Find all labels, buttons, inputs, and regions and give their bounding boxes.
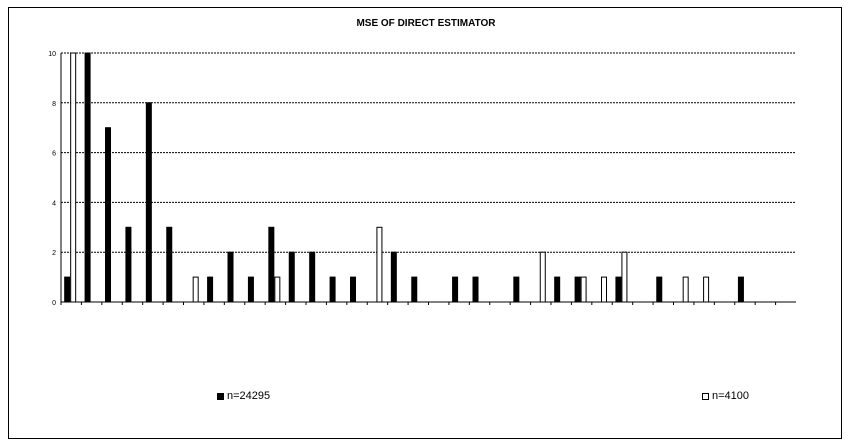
chart-plot: 0 2 4 6 8 10	[48, 51, 796, 307]
bar-series-1-28	[615, 276, 622, 303]
bar-series-1-8	[207, 276, 214, 303]
bar-series-1-20	[452, 276, 459, 303]
bar-series-1-13	[309, 251, 316, 303]
bar-series-1-15	[350, 276, 357, 303]
bar-series-2-28	[621, 251, 628, 303]
bar-series-1-12	[288, 251, 295, 303]
bar-series-2-7	[192, 276, 199, 303]
bar-series-1-9	[227, 251, 234, 303]
y-tick-label-0: 0	[52, 300, 56, 307]
bar-series-1-14	[329, 276, 336, 303]
bar-series-2-31	[682, 276, 689, 303]
y-tick-label-5: 10	[48, 51, 56, 58]
bar-series-1-30	[656, 276, 663, 303]
bar-series-1-3	[105, 127, 112, 303]
legend-entry-series-2: n=4100	[702, 390, 749, 402]
bar-series-2-16	[376, 226, 383, 303]
y-tick-label-3: 6	[52, 151, 56, 158]
legend-entry-series-1: n=24295	[217, 390, 270, 402]
chart-title: MSE OF DIRECT ESTIMATOR	[356, 18, 496, 29]
bar-series-1-21	[472, 276, 479, 303]
bar-series-2-32	[703, 276, 710, 303]
bar-series-1-34	[737, 276, 744, 303]
bar-series-1-2	[84, 52, 91, 303]
bar-series-1-26	[574, 276, 581, 303]
bar-series-1-25	[554, 276, 561, 303]
bar-series-1-5	[145, 102, 152, 303]
bar-series-2-26	[580, 276, 587, 303]
bar-series-1-11	[268, 226, 275, 303]
bar-series-1-18	[411, 276, 418, 303]
bar-series-1-23	[513, 276, 520, 303]
bar-series-1-4	[125, 226, 132, 303]
bar-series-2-27	[601, 276, 608, 303]
bar-series-1-17	[390, 251, 397, 303]
bar-series-2-24	[539, 251, 546, 303]
bar-series-1-10	[247, 276, 254, 303]
bar-series-2-11	[274, 276, 281, 303]
y-tick-label-2: 4	[52, 200, 56, 207]
bar-series-1-6	[166, 226, 173, 303]
bar-series-1-1	[64, 276, 71, 303]
legend-swatch-series-2	[702, 392, 709, 400]
y-tick-label-4: 8	[52, 101, 56, 108]
legend-swatch-series-1	[217, 392, 224, 400]
bar-series-2-1	[70, 52, 77, 303]
legend-label-series-2: n=4100	[712, 390, 750, 402]
legend-label-series-1: n=24295	[227, 390, 271, 402]
chart-frame: MSE OF DIRECT ESTIMATOR 0 2 4 6 8 10 n=24295 …	[8, 7, 842, 439]
y-tick-label-1: 2	[52, 250, 56, 257]
